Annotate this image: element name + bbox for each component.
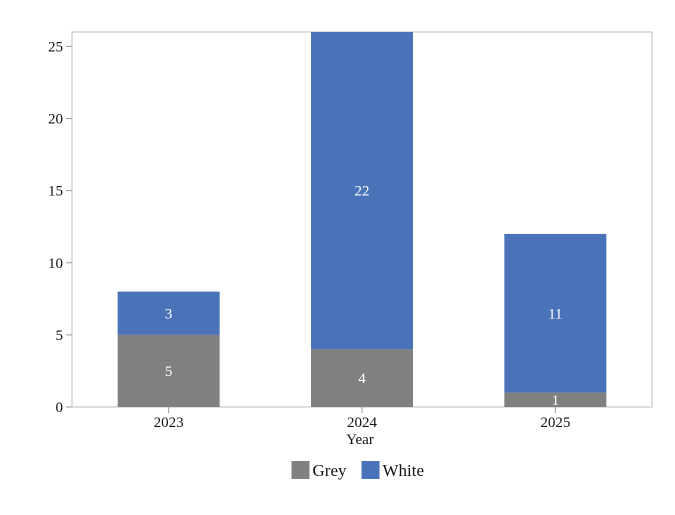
x-axis-title: Year <box>346 432 374 448</box>
y-tick-label: 15 <box>48 184 63 200</box>
y-tick-label: 25 <box>48 39 63 55</box>
y-axis: 0 5 10 15 20 25 <box>48 39 72 416</box>
bar-white-2023 <box>117 291 220 335</box>
legend-swatch-white <box>361 461 380 479</box>
x-tick-label: 2024 <box>347 415 378 431</box>
data-label-white-2025: 11 <box>548 306 562 322</box>
data-label-grey-2023: 5 <box>165 364 173 380</box>
y-tick-label: 10 <box>48 256 63 272</box>
y-tick-label: 0 <box>56 400 64 416</box>
bar-grey-2023 <box>117 334 220 407</box>
legend: Grey White <box>291 461 425 480</box>
y-tick-label: 20 <box>48 112 63 128</box>
x-axis: 2023 2024 2025 <box>154 407 570 431</box>
bar-white-2024 <box>311 32 413 350</box>
legend-swatch-grey <box>291 461 310 479</box>
bar-grey-2025 <box>504 392 607 407</box>
data-label-grey-2024: 4 <box>358 371 366 387</box>
data-label-white-2023: 3 <box>165 306 173 322</box>
x-tick-label: 2025 <box>540 415 570 431</box>
x-tick-label: 2023 <box>154 415 184 431</box>
bar-white-2025 <box>504 233 607 393</box>
data-label-white-2024: 22 <box>355 184 370 200</box>
y-tick-label: 5 <box>56 328 64 344</box>
bar-grey-2024 <box>311 349 413 407</box>
data-label-grey-2025: 1 <box>552 393 560 409</box>
legend-label-white: White <box>383 461 425 480</box>
legend-label-grey: Grey <box>313 461 347 480</box>
